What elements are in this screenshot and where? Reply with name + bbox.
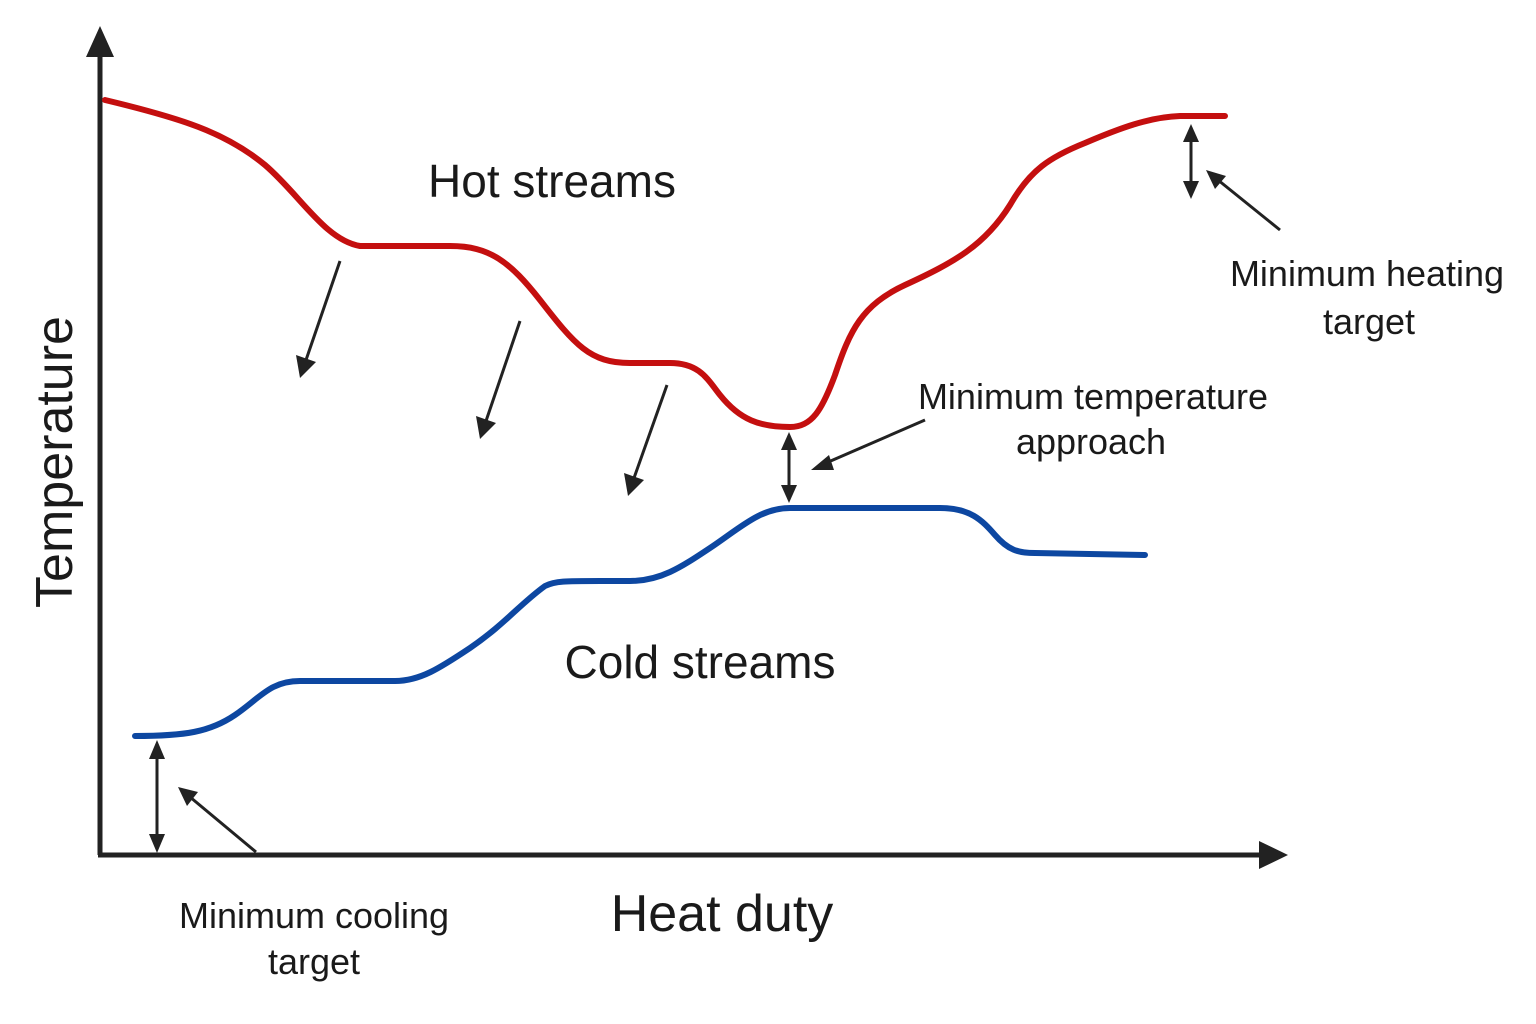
shift-arrow-3 <box>632 384 669 479</box>
min-heating-pointer-head <box>1206 170 1226 189</box>
cold-composite-curve <box>132 505 1148 739</box>
min-cooling-pointer-head <box>178 787 198 806</box>
min-approach-arrowhead-top <box>781 432 797 450</box>
min-cooling-marker <box>149 740 257 854</box>
min-approach-label-line1: Minimum temperature <box>918 376 1268 417</box>
min-approach-marker <box>781 418 926 503</box>
min-cooling-arrowhead-bottom <box>149 834 165 853</box>
shift-arrows <box>296 260 669 496</box>
shift-arrowhead-1 <box>296 355 316 378</box>
min-heating-marker <box>1183 124 1281 232</box>
min-cooling-pointer <box>189 795 257 854</box>
x-axis-label: Heat duty <box>611 885 834 943</box>
min-approach-label-line2: approach <box>1016 421 1166 462</box>
min-approach-pointer-head <box>811 455 834 470</box>
y-axis-label: Temperature <box>26 316 84 608</box>
min-cooling-arrowhead-top <box>149 740 165 759</box>
shift-arrowhead-3 <box>624 473 644 496</box>
min-approach-arrowhead-bottom <box>781 485 797 503</box>
hot-streams-label: Hot streams <box>428 155 676 207</box>
x-axis-arrowhead <box>1259 841 1288 869</box>
hot-composite-curve <box>102 97 1228 430</box>
cold-streams-label: Cold streams <box>565 636 836 688</box>
min-heating-label-line1: Minimum heating <box>1230 253 1504 294</box>
min-heating-arrowhead-bottom <box>1183 181 1199 199</box>
min-heating-pointer <box>1217 178 1281 232</box>
shift-arrow-2 <box>484 320 522 422</box>
min-approach-pointer <box>825 418 926 465</box>
min-cooling-label-line1: Minimum cooling <box>179 895 449 936</box>
shift-arrowhead-2 <box>476 416 496 439</box>
min-heating-label-line2: target <box>1323 301 1415 342</box>
min-heating-arrowhead-top <box>1183 124 1199 142</box>
y-axis-arrowhead <box>86 26 114 57</box>
shift-arrow-1 <box>304 260 342 361</box>
min-cooling-label-line2: target <box>268 941 360 982</box>
axes <box>86 26 1288 869</box>
